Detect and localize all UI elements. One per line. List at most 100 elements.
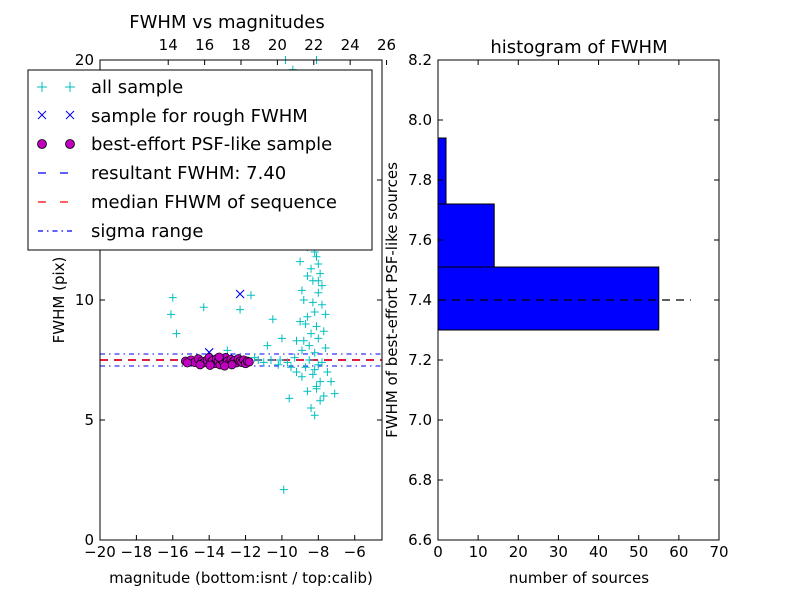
legend-item-sigma-range: sigma range [38, 221, 203, 242]
scatter-y-axis-label: FWHM (pix) [50, 257, 68, 344]
data-point-plus [314, 260, 323, 268]
x-tick-label: 60 [669, 543, 688, 561]
histogram-bar [437, 266, 660, 331]
y-tick-label: 10 [75, 291, 94, 309]
data-point-plus [301, 363, 310, 372]
x-tick-label: −6 [344, 543, 366, 561]
data-point-plus [316, 396, 325, 405]
data-point-plus [283, 358, 292, 367]
data-point-plus [307, 404, 316, 412]
x-tick-label: −20 [84, 543, 116, 561]
legend-label: sample for rough FWHM [91, 106, 308, 127]
data-point-plus [323, 368, 332, 376]
scatter-x-ticks: −20 −18 −16 −14 −12 −10 −8 −6 [84, 535, 366, 561]
data-point-plus [303, 272, 312, 280]
top-tick-label: 18 [231, 36, 250, 54]
y-tick-label: 5 [84, 411, 94, 429]
data-point-plus [307, 264, 316, 273]
x-tick-label: −14 [193, 543, 225, 561]
top-tick-label: 16 [195, 36, 214, 54]
legend-label: best-effort PSF-like sample [91, 134, 332, 155]
data-point-plus [317, 300, 326, 309]
x-tick-label: −18 [121, 543, 153, 561]
x-tick-label: 30 [549, 543, 568, 561]
histogram-y-ticks: 6.6 6.8 7.0 7.2 7.4 7.6 7.8 8.0 8.2 [408, 51, 719, 549]
data-point-plus [199, 303, 208, 312]
x-tick-label: 10 [469, 543, 488, 561]
data-point-plus [310, 365, 319, 374]
data-point-circle [220, 361, 230, 371]
top-tick-label: 22 [304, 36, 323, 54]
data-point-plus [263, 341, 272, 350]
data-point-plus [321, 310, 330, 319]
data-point-plus [316, 269, 325, 278]
top-tick-label: 26 [377, 36, 396, 54]
data-point-plus [310, 348, 319, 357]
legend-label: resultant FWHM: 7.40 [91, 163, 286, 184]
data-point-plus [172, 329, 181, 338]
y-tick-label: 6.8 [408, 471, 432, 489]
x-tick-label: −16 [157, 543, 189, 561]
data-point-plus [308, 370, 317, 379]
data-point-circle [182, 358, 192, 368]
data-point-plus [299, 336, 308, 345]
scatter-title: FWHM vs magnitudes [129, 12, 324, 33]
scatter-legend: all sample sample for rough FWHM best-ef… [27, 69, 373, 251]
data-point-plus [297, 372, 306, 381]
data-point-plus [303, 312, 312, 321]
x-tick-label: 20 [509, 543, 528, 561]
data-point-plus [314, 334, 323, 343]
legend-item-all-sample: all sample [37, 77, 183, 98]
x-tick-label: −8 [307, 543, 329, 561]
data-point-plus [310, 411, 319, 420]
y-tick-label: 7.6 [408, 231, 432, 249]
histogram-y-axis-label: FWHM of best-effort PSF-like sources [383, 162, 401, 438]
y-tick-label: 6.6 [408, 531, 432, 549]
data-point-plus [279, 485, 288, 494]
data-point-plus [296, 257, 305, 266]
data-point-plus [297, 346, 306, 355]
legend-label: sigma range [91, 221, 203, 242]
data-point-plus [268, 315, 277, 324]
histogram-x-ticks: 0 10 20 30 40 50 60 70 [433, 60, 729, 561]
data-point-plus [292, 336, 301, 345]
x-tick-label: 0 [433, 543, 443, 561]
histogram-bar [437, 203, 495, 268]
data-point-plus [276, 356, 285, 364]
data-point-x [235, 289, 245, 299]
data-point-plus [312, 382, 321, 391]
scatter-x-axis-label: magnitude (bottom:isnt / top:calib) [109, 569, 373, 587]
data-point-plus [247, 291, 256, 300]
y-tick-label: 7.0 [408, 411, 432, 429]
x-tick-label: −12 [230, 543, 262, 561]
legend-marker-x [37, 110, 75, 120]
data-point-plus [287, 363, 296, 372]
data-point-plus [299, 296, 308, 304]
data-point-plus [330, 389, 339, 398]
legend-marker-circle [65, 139, 75, 149]
data-point-plus [310, 308, 319, 316]
data-point-plus [277, 334, 286, 343]
data-point-plus [297, 286, 306, 295]
data-point-plus [296, 317, 305, 326]
data-point-plus [314, 276, 323, 285]
y-tick-label: 7.8 [408, 171, 432, 189]
data-point-plus [312, 322, 321, 331]
scatter-top-ticks: 14 16 18 20 22 24 26 [159, 36, 396, 65]
data-point-plus [314, 360, 323, 369]
histogram-bars [437, 137, 660, 331]
data-point-plus [305, 356, 314, 364]
top-tick-label: 20 [268, 36, 287, 54]
legend-box [27, 69, 373, 251]
data-point-circle [205, 360, 215, 370]
top-tick-label: 24 [341, 36, 360, 54]
legend-label: median FHWM of sequence [91, 192, 337, 213]
data-point-circle [214, 352, 224, 362]
histogram-panel: 0 10 20 30 40 50 60 70 6.6 6.8 7.0 7.2 7.4 7.6 7.8 8.0… [383, 37, 729, 587]
y-tick-label: 7.2 [408, 351, 432, 369]
legend-marker-plus [37, 82, 75, 92]
data-point-plus [319, 327, 328, 336]
data-point-circle [195, 360, 205, 370]
data-point-plus [312, 252, 321, 261]
y-tick-label: 7.4 [408, 291, 432, 309]
